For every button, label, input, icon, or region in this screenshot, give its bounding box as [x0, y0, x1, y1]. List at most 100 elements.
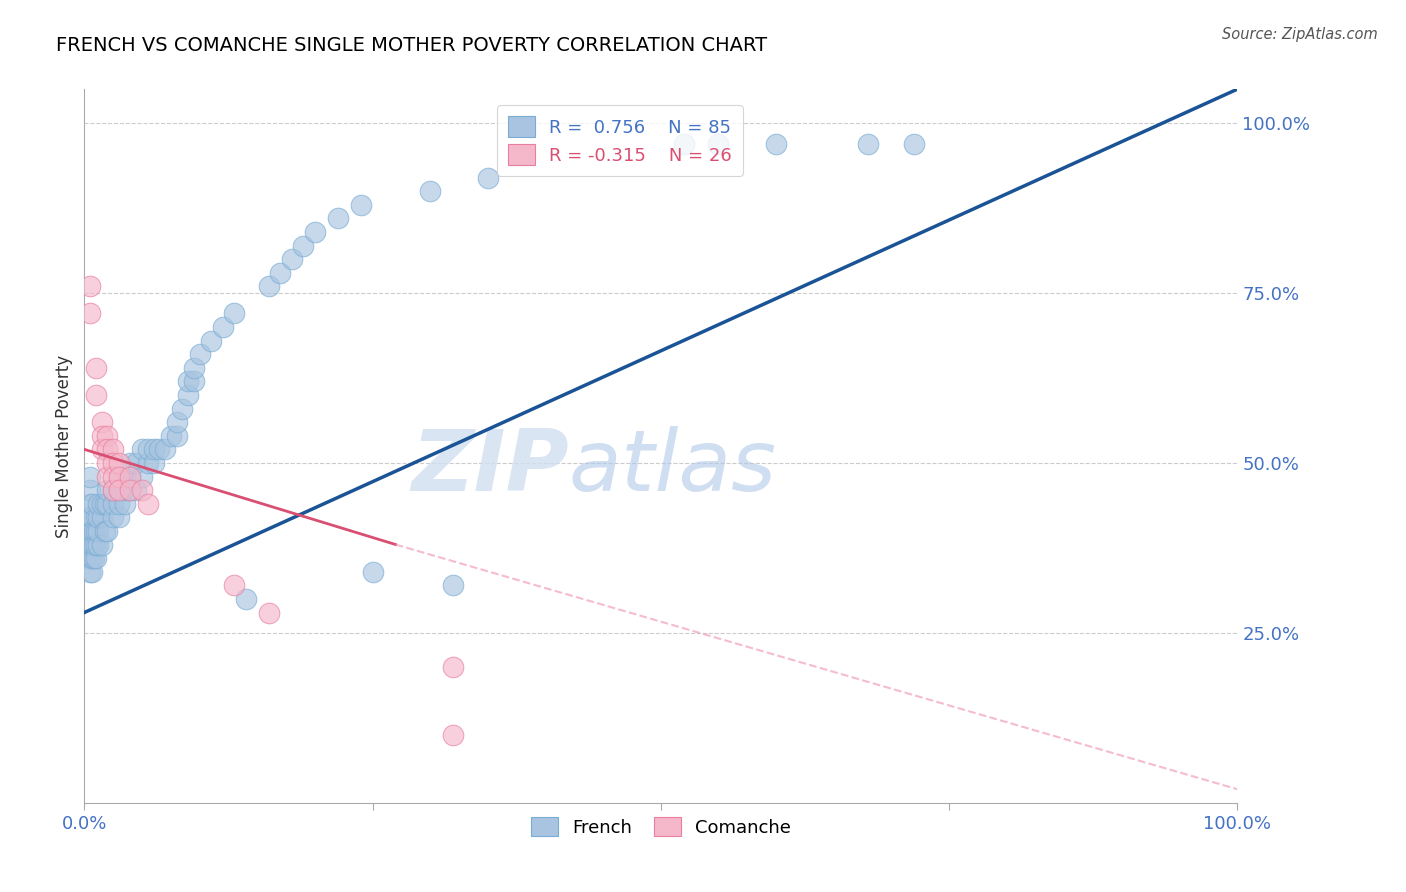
Point — [177, 375, 200, 389]
Point — [90, 510, 112, 524]
Point — [96, 429, 118, 443]
Point — [304, 225, 326, 239]
Point — [108, 469, 131, 483]
Point — [142, 456, 165, 470]
Point — [84, 524, 107, 538]
Point — [903, 136, 925, 151]
Point — [350, 198, 373, 212]
Point — [87, 537, 110, 551]
Point — [672, 136, 695, 151]
Point — [83, 524, 105, 538]
Point — [90, 537, 112, 551]
Text: Source: ZipAtlas.com: Source: ZipAtlas.com — [1222, 27, 1378, 42]
Point — [131, 469, 153, 483]
Point — [269, 266, 291, 280]
Point — [82, 524, 104, 538]
Point — [142, 442, 165, 457]
Point — [114, 497, 136, 511]
Point — [90, 442, 112, 457]
Point — [120, 469, 142, 483]
Point — [103, 483, 124, 498]
Point — [103, 483, 124, 498]
Point — [183, 375, 205, 389]
Point — [79, 551, 101, 566]
Point — [90, 429, 112, 443]
Point — [114, 483, 136, 498]
Point — [108, 456, 131, 470]
Point — [211, 320, 233, 334]
Point — [87, 510, 110, 524]
Point — [83, 537, 105, 551]
Point — [108, 469, 131, 483]
Y-axis label: Single Mother Poverty: Single Mother Poverty — [55, 354, 73, 538]
Point — [707, 136, 730, 151]
Point — [79, 469, 101, 483]
Point — [79, 306, 101, 320]
Text: ZIP: ZIP — [411, 425, 568, 509]
Point — [477, 170, 499, 185]
Point — [224, 306, 246, 320]
Point — [200, 334, 222, 348]
Text: atlas: atlas — [568, 425, 776, 509]
Point — [84, 360, 107, 375]
Point — [96, 456, 118, 470]
Point — [108, 483, 131, 498]
Point — [361, 565, 384, 579]
Point — [84, 510, 107, 524]
Point — [114, 469, 136, 483]
Point — [235, 591, 257, 606]
Point — [94, 497, 117, 511]
Point — [136, 497, 159, 511]
Point — [84, 388, 107, 402]
Point — [90, 415, 112, 429]
Point — [120, 456, 142, 470]
Point — [103, 469, 124, 483]
Point — [84, 537, 107, 551]
Point — [125, 456, 148, 470]
Point — [79, 497, 101, 511]
Point — [96, 483, 118, 498]
Point — [292, 238, 315, 252]
Point — [82, 537, 104, 551]
Point — [166, 415, 188, 429]
Point — [79, 510, 101, 524]
Point — [82, 565, 104, 579]
Point — [87, 497, 110, 511]
Point — [136, 456, 159, 470]
Point — [96, 442, 118, 457]
Legend: French, Comanche: French, Comanche — [523, 809, 799, 844]
Point — [83, 551, 105, 566]
Point — [183, 360, 205, 375]
Point — [131, 442, 153, 457]
Point — [103, 510, 124, 524]
Point — [82, 551, 104, 566]
Point — [108, 483, 131, 498]
Point — [87, 524, 110, 538]
Point — [131, 483, 153, 498]
Point — [103, 456, 124, 470]
Point — [441, 660, 464, 674]
Point — [103, 442, 124, 457]
Point — [136, 442, 159, 457]
Point — [94, 524, 117, 538]
Point — [103, 497, 124, 511]
Point — [172, 401, 194, 416]
Point — [120, 483, 142, 498]
Point — [224, 578, 246, 592]
Point — [441, 578, 464, 592]
Point — [90, 497, 112, 511]
Point — [326, 211, 349, 226]
Point — [96, 497, 118, 511]
Point — [79, 279, 101, 293]
Point — [108, 497, 131, 511]
Point — [120, 469, 142, 483]
Point — [858, 136, 880, 151]
Point — [79, 565, 101, 579]
Point — [441, 728, 464, 742]
Point — [188, 347, 211, 361]
Point — [96, 469, 118, 483]
Point — [82, 510, 104, 524]
Point — [160, 429, 183, 443]
Point — [120, 483, 142, 498]
Point — [281, 252, 304, 266]
